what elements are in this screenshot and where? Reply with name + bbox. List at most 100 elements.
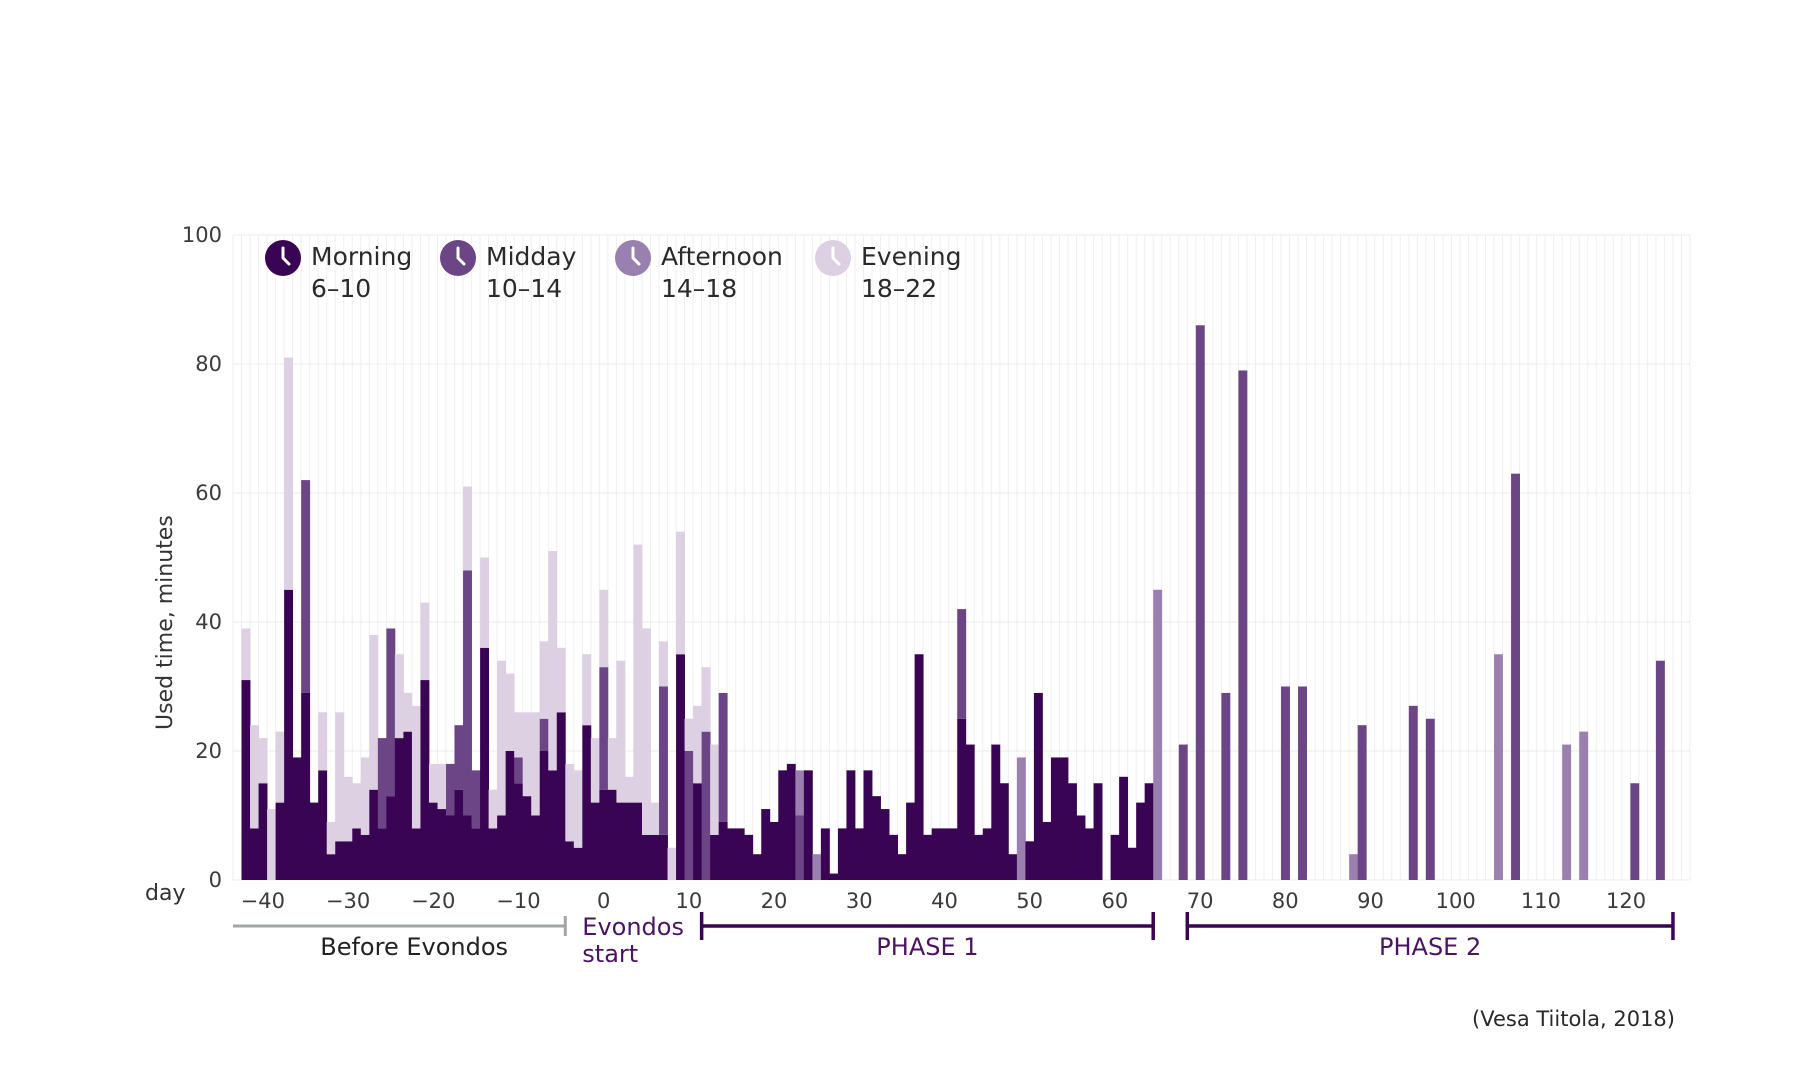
- bar-evening: [343, 776, 353, 842]
- bar-morning: [829, 873, 839, 880]
- bar-morning: [889, 834, 898, 880]
- bar-morning: [948, 828, 958, 880]
- bar-midday: [1298, 686, 1307, 880]
- x-tick-label: −30: [326, 889, 370, 913]
- bar-midday: [514, 757, 524, 784]
- bar-morning: [863, 770, 873, 880]
- x-tick-label: −10: [496, 889, 540, 913]
- bar-morning: [616, 802, 626, 880]
- bar-morning: [752, 854, 762, 880]
- bar-midday: [446, 763, 455, 816]
- bar-morning: [428, 802, 438, 880]
- y-tick-label: 40: [195, 610, 222, 634]
- bar-evening: [582, 654, 592, 726]
- bar-morning: [446, 815, 455, 880]
- bar-afternoon: [812, 854, 822, 880]
- bar-evening: [394, 654, 404, 739]
- clock-icon: [615, 240, 651, 276]
- bar-morning: [641, 834, 651, 880]
- bar-morning: [931, 828, 941, 880]
- bar-evening: [241, 628, 251, 681]
- phase-before-evondos: Before Evondos: [233, 916, 567, 961]
- bars: [241, 325, 1665, 880]
- bar-evening: [667, 847, 677, 880]
- bar-morning: [403, 731, 413, 880]
- bar-morning: [786, 763, 796, 880]
- bar-morning: [548, 770, 558, 880]
- bar-morning: [650, 834, 660, 880]
- bar-midday: [1511, 473, 1520, 880]
- bar-evening: [258, 738, 268, 784]
- bar-evening: [250, 725, 259, 829]
- bar-evening: [480, 557, 490, 648]
- bar-morning: [590, 802, 600, 880]
- bar-evening: [488, 789, 498, 829]
- bar-morning: [837, 828, 847, 880]
- bar-morning: [539, 751, 549, 880]
- bar-morning: [454, 789, 464, 880]
- bar-morning: [471, 828, 481, 880]
- clock-icon: [440, 240, 476, 276]
- bar-morning: [275, 802, 285, 880]
- bar-morning: [335, 841, 345, 880]
- bar-evening: [514, 712, 524, 758]
- bar-morning: [769, 821, 779, 880]
- legend-range: 10–14: [486, 274, 562, 303]
- legend-range: 18–22: [861, 274, 937, 303]
- bar-midday: [463, 570, 472, 816]
- bar-morning: [633, 802, 643, 880]
- phase-label: Before Evondos: [320, 933, 508, 961]
- bar-evening: [428, 763, 438, 803]
- bar-evening: [267, 809, 277, 880]
- y-tick-label: 100: [182, 223, 222, 247]
- bar-morning: [965, 744, 975, 880]
- bar-midday: [1357, 725, 1367, 880]
- x-axis-title: day: [145, 881, 185, 906]
- bar-evening: [624, 776, 634, 803]
- bar-morning: [846, 770, 856, 880]
- bar-midday: [684, 751, 694, 880]
- y-tick-label: 20: [195, 739, 222, 763]
- bar-evening: [318, 712, 328, 771]
- bar-midday: [471, 770, 481, 829]
- bar-midday: [1655, 660, 1665, 880]
- bar-morning: [624, 802, 634, 880]
- x-tick-label: 10: [675, 889, 702, 913]
- bar-morning: [301, 692, 311, 880]
- bar-morning: [999, 783, 1009, 880]
- bar-morning: [718, 821, 728, 880]
- bar-morning: [497, 815, 507, 880]
- bar-evening: [463, 486, 472, 571]
- bar-morning: [1050, 757, 1060, 880]
- bar-midday: [659, 686, 668, 835]
- phase-label: PHASE 2: [1379, 933, 1481, 961]
- x-tick-label: 20: [761, 889, 788, 913]
- legend-label: Morning: [311, 242, 412, 271]
- bar-midday: [1221, 692, 1231, 880]
- bar-morning: [1059, 757, 1069, 880]
- bar-morning: [778, 770, 788, 880]
- x-tick-label: 80: [1272, 889, 1299, 913]
- bar-morning: [1042, 821, 1052, 880]
- bar-morning: [854, 828, 864, 880]
- bar-afternoon: [1016, 757, 1026, 880]
- bar-morning: [659, 834, 668, 880]
- bar-morning: [906, 802, 916, 880]
- bar-midday: [1178, 744, 1188, 880]
- bar-morning: [1127, 847, 1137, 880]
- bar-morning: [897, 854, 907, 880]
- bar-morning: [318, 770, 328, 880]
- bar-morning: [1025, 841, 1035, 880]
- bar-morning: [292, 757, 302, 880]
- legend-label: Evening: [861, 242, 961, 271]
- x-tick-label: −20: [411, 889, 455, 913]
- bar-morning: [1144, 783, 1154, 880]
- bar-morning: [676, 654, 685, 880]
- bar-evening: [556, 647, 566, 713]
- bar-morning: [735, 828, 745, 880]
- bar-evening: [607, 738, 617, 790]
- bar-morning: [343, 841, 353, 880]
- bar-evening: [633, 544, 643, 803]
